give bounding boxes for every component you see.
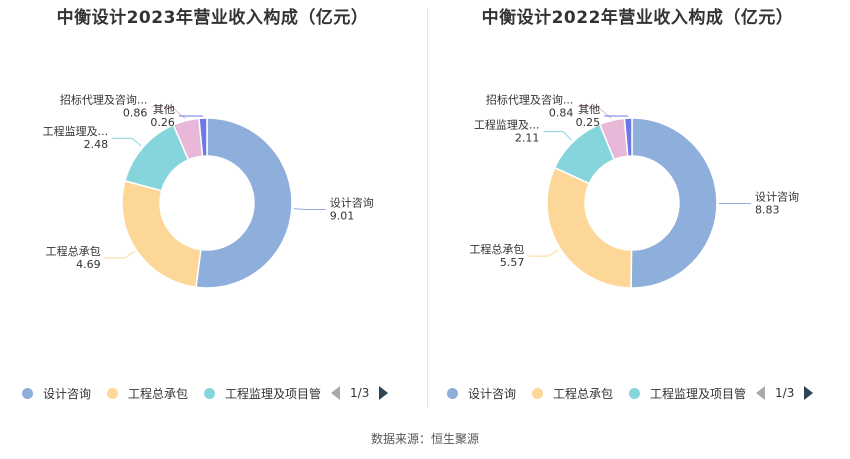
pager-prev-icon[interactable]	[331, 386, 341, 400]
legend-label: 设计咨询	[43, 386, 92, 401]
legend-label: 设计咨询	[468, 386, 517, 401]
leader-line	[528, 249, 559, 257]
slice-label-value: 2.11	[515, 132, 540, 145]
chart-panel-2023: 中衡设计2023年营业收入构成（亿元） 设计咨询 9.01 工程总承包 4.69 工程监…	[0, 0, 425, 410]
slice-label-name: 工程监理及...	[43, 125, 109, 138]
legend-dot	[447, 387, 458, 399]
slice-label-name: 工程总承包	[46, 244, 101, 258]
legend-item-design[interactable]: 设计咨询	[22, 385, 91, 402]
slice-label-name: 工程监理及...	[474, 119, 540, 132]
slice-label-name: 招标代理及咨询...	[486, 92, 574, 106]
legend-label: 工程监理及项目管	[650, 386, 747, 401]
slice-label-value: 0.84	[549, 106, 574, 119]
slice-label-name: 其他	[578, 103, 600, 116]
slice-other[interactable]	[623, 117, 633, 158]
legend-label: 工程总承包	[128, 386, 189, 401]
legend-label: 工程监理及项目管	[225, 386, 322, 401]
slice-label-value: 0.26	[150, 116, 175, 129]
pager-text: 1/3	[350, 386, 370, 400]
slice-epc[interactable]	[121, 179, 202, 289]
chart-panel-2022: 中衡设计2022年营业收入构成（亿元） 设计咨询 8.83 工程总承包 5.57 工程监…	[425, 0, 850, 410]
slice-epc[interactable]	[546, 166, 633, 289]
legend-item-supervision[interactable]: 工程监理及项目管	[204, 385, 321, 402]
pager-next-icon[interactable]	[379, 386, 389, 400]
legend-label: 工程总承包	[553, 386, 614, 401]
legend-pager: 1/3	[756, 386, 814, 400]
leader-line	[293, 208, 326, 210]
legend-dot	[22, 387, 33, 399]
legend-item-design[interactable]: 设计咨询	[447, 385, 516, 402]
slice-design[interactable]	[195, 117, 293, 289]
pager-text: 1/3	[775, 386, 795, 400]
slice-label-value: 8.83	[755, 204, 780, 217]
leader-line	[151, 106, 186, 120]
leader-line	[112, 137, 142, 147]
slice-label-name: 其他	[153, 103, 175, 116]
slice-label-value: 0.25	[576, 116, 601, 129]
legend-dot	[204, 387, 216, 399]
slice-label-value: 0.86	[123, 107, 148, 120]
slice-label-name: 设计咨询	[755, 190, 799, 204]
slice-label-value: 4.69	[76, 258, 101, 271]
slice-label-value: 9.01	[330, 209, 355, 222]
slice-label-name: 工程总承包	[469, 242, 524, 256]
legend-dot	[532, 387, 544, 399]
legend: 设计咨询 工程总承包 工程监理及项目管 1/3	[22, 383, 389, 403]
legend-item-epc[interactable]: 工程总承包	[532, 385, 613, 402]
chart-title: 中衡设计2023年营业收入构成（亿元）	[56, 8, 369, 28]
legend-item-epc[interactable]: 工程总承包	[107, 385, 188, 402]
leader-line	[104, 250, 135, 259]
legend: 设计咨询 工程总承包 工程监理及项目管 1/3	[447, 383, 814, 403]
slice-label-value: 5.57	[500, 256, 525, 269]
leader-line	[543, 131, 573, 141]
slice-label-name: 设计咨询	[330, 195, 374, 209]
chart-title: 中衡设计2022年营业收入构成（亿元）	[481, 8, 794, 28]
legend-dot	[107, 387, 119, 399]
legend-pager: 1/3	[331, 386, 389, 400]
slice-label-value: 2.48	[84, 138, 109, 151]
legend-item-supervision[interactable]: 工程监理及项目管	[629, 385, 746, 402]
slice-label-name: 招标代理及咨询...	[60, 93, 148, 107]
legend-dot	[629, 387, 641, 399]
leader-line	[577, 105, 612, 119]
slice-design[interactable]	[630, 117, 718, 289]
data-source: 数据来源：恒生聚源	[370, 432, 479, 446]
pager-next-icon[interactable]	[804, 386, 814, 400]
slice-other[interactable]	[198, 117, 208, 158]
pager-prev-icon[interactable]	[756, 386, 766, 400]
panel-divider	[427, 8, 428, 408]
